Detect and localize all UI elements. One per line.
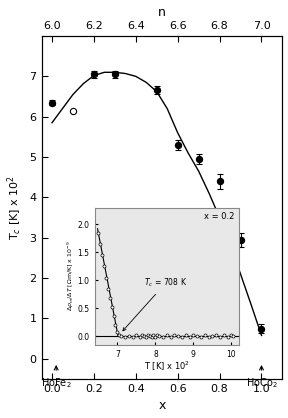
Text: HoCo$_2$: HoCo$_2$ <box>246 366 277 390</box>
X-axis label: x: x <box>158 400 166 413</box>
Text: HoFe$_2$: HoFe$_2$ <box>41 366 71 390</box>
X-axis label: n: n <box>158 5 166 18</box>
Y-axis label: T$_c$ [K] x 10$^2$: T$_c$ [K] x 10$^2$ <box>5 175 24 240</box>
